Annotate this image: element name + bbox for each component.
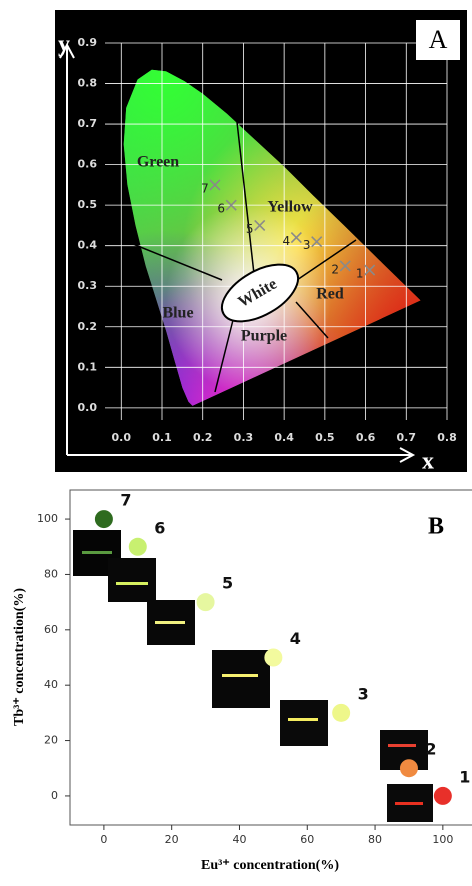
y-tick-label: 0.7 xyxy=(78,117,98,130)
point-label: 3 xyxy=(303,238,311,252)
point-label: 7 xyxy=(120,491,131,510)
y-tick-label: 0.4 xyxy=(78,239,98,252)
y-tick-label: 80 xyxy=(44,567,58,580)
x-tick-label: 0.2 xyxy=(193,431,213,444)
y-tick-label: 20 xyxy=(44,734,58,747)
y-tick-label: 60 xyxy=(44,623,58,636)
point-label: 2 xyxy=(331,262,339,276)
x-tick-label: 0.4 xyxy=(274,431,294,444)
y-tick-label: 0.5 xyxy=(78,198,98,211)
panel-label-box xyxy=(416,20,460,60)
y-tick-label: 100 xyxy=(37,512,58,525)
point-label: 1 xyxy=(356,267,364,281)
region-boundaries xyxy=(127,121,357,393)
cross-stroke xyxy=(311,236,323,248)
x-tick-label: 0.6 xyxy=(356,431,376,444)
point-marker xyxy=(209,179,221,191)
y-tick-label: 0.1 xyxy=(78,360,98,373)
x-tick-label: 0.5 xyxy=(315,431,335,444)
x-axis-label: Eu³⁺ concentration(%) xyxy=(201,858,339,873)
y-tick-label: 0.6 xyxy=(78,158,98,171)
cross-stroke xyxy=(364,264,376,276)
region-label: Green xyxy=(137,154,179,171)
point-label: 4 xyxy=(290,629,301,648)
point-marker xyxy=(339,260,351,272)
x-tick-label: 40 xyxy=(232,833,246,846)
y-tick-label: 0.9 xyxy=(78,36,98,49)
x-tick-label: 0.7 xyxy=(397,431,417,444)
y-axis-label: Tb³⁺ concentration(%) xyxy=(12,588,27,726)
x-tick-label: 60 xyxy=(300,833,314,846)
panel-label: B xyxy=(428,514,444,540)
white-region-ellipse xyxy=(221,263,299,323)
x-tick-label: 80 xyxy=(368,833,382,846)
x-tick-label: 0.0 xyxy=(112,431,132,444)
point-marker xyxy=(399,759,418,778)
cross-stroke xyxy=(290,232,302,244)
cross-stroke xyxy=(254,219,266,231)
point-marker xyxy=(128,537,147,556)
panel-label: A xyxy=(429,25,448,54)
y-tick-label: 0 xyxy=(51,789,58,802)
point-label: 5 xyxy=(246,222,254,236)
point-label: 4 xyxy=(283,234,291,248)
x-tick-label: 20 xyxy=(165,833,179,846)
point-label: 1 xyxy=(459,767,470,786)
sample-photos xyxy=(73,530,433,822)
point-marker xyxy=(225,199,237,211)
point-marker xyxy=(196,593,215,612)
y-axis-label: y xyxy=(58,32,70,58)
x-tick-label: 100 xyxy=(432,833,453,846)
cross-stroke xyxy=(225,199,237,211)
point-label: 2 xyxy=(425,740,436,759)
y-tick-label: 0.2 xyxy=(78,320,98,333)
region-label: Yellow xyxy=(267,199,313,216)
region-label: Red xyxy=(316,286,344,303)
point-label: 3 xyxy=(358,684,369,703)
cross-stroke xyxy=(209,179,221,191)
point-marker xyxy=(94,510,113,529)
point-marker xyxy=(364,264,376,276)
point-label: 5 xyxy=(222,574,233,593)
point-label: 6 xyxy=(154,518,165,537)
point-marker xyxy=(311,236,323,248)
point-marker xyxy=(332,703,351,722)
y-tick-label: 0.3 xyxy=(78,279,98,292)
point-marker xyxy=(290,232,302,244)
cross-stroke xyxy=(339,260,351,272)
point-marker xyxy=(433,786,452,805)
point-marker xyxy=(264,648,283,667)
point-label: 6 xyxy=(217,202,225,216)
point-marker xyxy=(254,219,266,231)
x-tick-label: 0 xyxy=(100,833,107,846)
region-label: Purple xyxy=(241,328,287,345)
x-tick-label: 0.1 xyxy=(152,431,172,444)
axes-a xyxy=(59,42,416,463)
region-label: Blue xyxy=(162,305,193,322)
x-tick-label: 0.8 xyxy=(437,431,457,444)
y-tick-label: 0.8 xyxy=(78,77,98,90)
x-tick-label: 0.3 xyxy=(234,431,254,444)
y-tick-label: 0.0 xyxy=(78,401,98,414)
point-label: 7 xyxy=(201,181,209,195)
panel-b-frame xyxy=(69,489,472,826)
x-axis-label: x xyxy=(422,449,434,475)
y-tick-label: 40 xyxy=(44,678,58,691)
